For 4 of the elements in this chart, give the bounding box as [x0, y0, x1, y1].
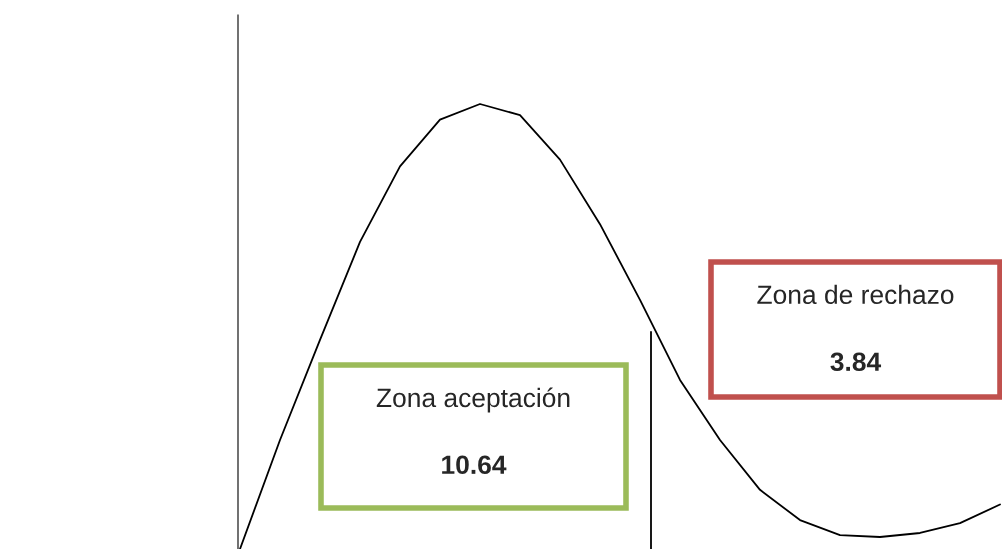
annotation: 3.84 [830, 352, 882, 372]
annotation: Zona aceptación [376, 387, 570, 413]
annotation: Zona de rechazo [757, 284, 954, 305]
annotation: 10.64 [442, 455, 507, 475]
